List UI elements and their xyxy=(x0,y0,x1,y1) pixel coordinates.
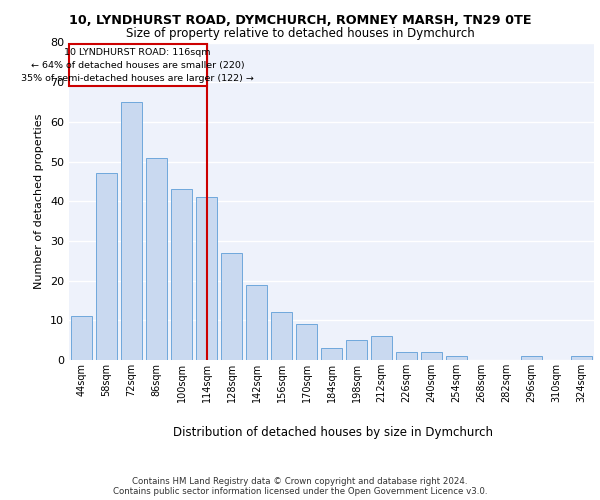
Bar xyxy=(321,348,342,360)
Bar xyxy=(296,324,317,360)
Bar xyxy=(521,356,542,360)
Bar xyxy=(246,284,267,360)
Bar xyxy=(371,336,392,360)
Text: Distribution of detached houses by size in Dymchurch: Distribution of detached houses by size … xyxy=(173,426,493,439)
Bar xyxy=(221,253,242,360)
FancyBboxPatch shape xyxy=(69,44,206,86)
Bar xyxy=(271,312,292,360)
Bar xyxy=(121,102,142,360)
Bar xyxy=(96,174,117,360)
Bar xyxy=(396,352,417,360)
Text: 10 LYNDHURST ROAD: 116sqm
← 64% of detached houses are smaller (220)
35% of semi: 10 LYNDHURST ROAD: 116sqm ← 64% of detac… xyxy=(22,48,254,83)
Bar xyxy=(146,158,167,360)
Bar xyxy=(171,190,192,360)
Bar xyxy=(346,340,367,360)
Bar xyxy=(196,198,217,360)
Bar xyxy=(571,356,592,360)
Bar xyxy=(421,352,442,360)
Text: Size of property relative to detached houses in Dymchurch: Size of property relative to detached ho… xyxy=(125,28,475,40)
Bar xyxy=(71,316,92,360)
Bar xyxy=(446,356,467,360)
Y-axis label: Number of detached properties: Number of detached properties xyxy=(34,114,44,289)
Text: 10, LYNDHURST ROAD, DYMCHURCH, ROMNEY MARSH, TN29 0TE: 10, LYNDHURST ROAD, DYMCHURCH, ROMNEY MA… xyxy=(69,14,531,27)
Text: Contains HM Land Registry data © Crown copyright and database right 2024.
Contai: Contains HM Land Registry data © Crown c… xyxy=(113,476,487,496)
